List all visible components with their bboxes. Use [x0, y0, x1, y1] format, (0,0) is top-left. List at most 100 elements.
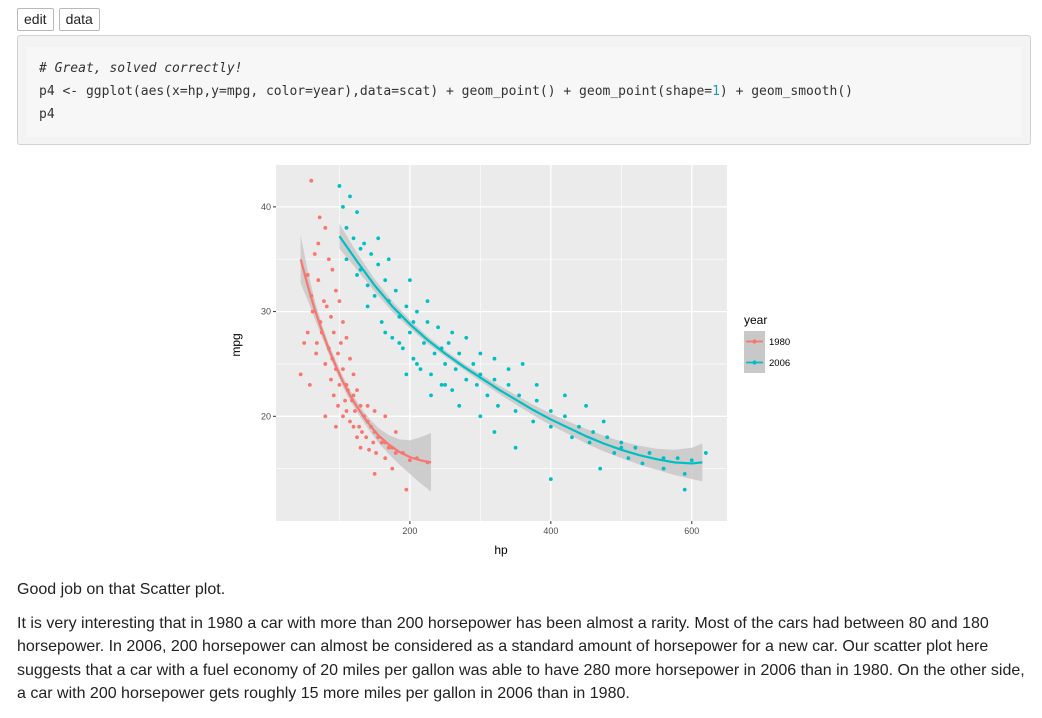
point-1980	[344, 335, 349, 340]
point-2006	[404, 304, 409, 309]
point-2006	[506, 367, 511, 372]
point-1980	[341, 414, 345, 419]
point-1980	[333, 424, 338, 429]
point-2006	[506, 382, 511, 387]
point-2006	[446, 341, 451, 345]
point-2006	[425, 299, 430, 304]
point-1980	[317, 215, 322, 220]
point-1980	[330, 267, 335, 272]
point-1980	[323, 225, 328, 230]
point-1980	[353, 409, 357, 413]
code-comment: # Great, solved correctly!	[39, 61, 243, 76]
point-1980	[305, 330, 310, 335]
point-2006	[348, 194, 352, 199]
point-2006	[341, 204, 345, 209]
feedback-message: Good job on that Scatter plot. It is ver…	[17, 578, 1027, 706]
point-1980	[336, 351, 340, 356]
point-1980	[324, 304, 329, 309]
point-2006	[474, 382, 479, 387]
point-2006	[612, 451, 617, 455]
point-1980	[322, 299, 326, 304]
code-panel: # Great, solved correctly! p4 <- ggplot(…	[17, 35, 1031, 145]
point-2006	[365, 304, 370, 309]
point-2006	[605, 435, 610, 440]
point-2006	[517, 393, 522, 398]
point-2006	[633, 445, 638, 450]
data-button[interactable]: data	[58, 8, 100, 31]
y-tick-label: 30	[261, 307, 271, 317]
point-1980	[310, 309, 315, 314]
code-fragment: p4 <- ggplot(aes(x=hp,y=mpg, color=year)…	[39, 84, 713, 99]
point-2006	[355, 210, 359, 215]
point-2006	[598, 466, 603, 471]
code-block[interactable]: # Great, solved correctly! p4 <- ggplot(…	[27, 47, 1021, 137]
point-2006	[365, 283, 370, 288]
point-2006	[584, 403, 588, 408]
point-2006	[675, 456, 680, 461]
point-2006	[429, 372, 433, 377]
point-1980	[348, 356, 352, 361]
smooth-ribbons	[300, 223, 703, 492]
point-2006	[429, 393, 433, 398]
point-2006	[457, 403, 462, 408]
point-1980	[333, 288, 338, 293]
point-1980	[302, 341, 307, 345]
point-2006	[587, 440, 592, 445]
point-1980	[358, 403, 363, 408]
edit-button[interactable]: edit	[17, 8, 54, 31]
point-2006	[393, 288, 398, 293]
point-1980	[323, 414, 328, 419]
point-1980	[323, 362, 328, 366]
point-2006	[351, 236, 356, 241]
point-1980	[360, 430, 364, 434]
legend-title: year	[744, 313, 767, 327]
point-2006	[591, 430, 596, 434]
point-2006	[404, 372, 409, 377]
point-2006	[478, 372, 483, 377]
code-text: # Great, solved correctly! p4 <- ggplot(…	[39, 57, 853, 126]
y-tick-label: 40	[261, 202, 271, 212]
legend-label-2006: 2006	[769, 358, 790, 369]
point-2006	[439, 382, 444, 387]
point-2006	[570, 435, 574, 440]
point-1980	[344, 409, 349, 413]
confidence-band-2006	[339, 223, 703, 482]
point-1980	[386, 445, 391, 450]
code-line: p4 <- ggplot(aes(x=hp,y=mpg, color=year)…	[39, 80, 853, 103]
point-1980	[351, 372, 356, 377]
point-1980	[355, 388, 359, 393]
point-2006	[355, 273, 359, 277]
point-1980	[316, 241, 321, 246]
point-2006	[415, 309, 419, 314]
point-1980	[351, 424, 356, 429]
point-1980	[383, 456, 388, 461]
point-1980	[348, 419, 352, 424]
point-2006	[344, 257, 349, 262]
point-2006	[478, 351, 483, 356]
point-1980	[343, 398, 347, 403]
point-1980	[305, 273, 310, 277]
legend-label-1980: 1980	[769, 337, 790, 348]
legend: year 1980 2006	[744, 313, 790, 373]
code-fragment: ) + geom_smooth()	[719, 84, 853, 99]
point-2006	[411, 356, 416, 361]
point-2006	[534, 382, 539, 387]
point-2006	[689, 458, 694, 463]
point-1980	[298, 372, 303, 377]
point-1980	[404, 487, 409, 492]
point-2006	[492, 356, 497, 361]
point-2006	[492, 430, 497, 434]
point-1980	[351, 393, 356, 398]
point-2006	[362, 241, 366, 246]
point-2006	[534, 398, 539, 403]
point-1980	[307, 382, 312, 387]
point-1980	[371, 440, 376, 445]
point-2006	[411, 320, 416, 324]
point-2006	[376, 262, 381, 267]
point-2006	[682, 487, 687, 492]
point-2006	[464, 335, 469, 340]
feedback-title: Good job on that Scatter plot.	[17, 581, 226, 598]
point-2006	[418, 367, 423, 372]
point-2006	[682, 471, 687, 476]
point-1980	[341, 367, 345, 372]
